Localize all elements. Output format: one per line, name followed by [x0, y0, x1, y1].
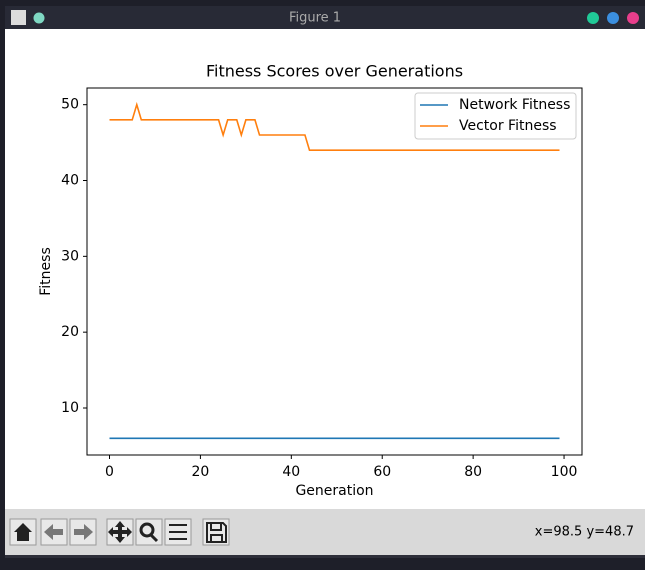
save-icon: [206, 522, 227, 543]
maximize-button[interactable]: [607, 12, 619, 24]
forward-icon: [74, 524, 93, 540]
title-bar: [5, 6, 645, 29]
legend-label: Network Fitness: [459, 97, 570, 113]
toolbar-buttons: [9, 518, 230, 546]
axes-frame: [86, 87, 583, 456]
plot: Fitness Scores over Generations Generatio…: [38, 62, 583, 499]
zoom-icon-handle: [149, 533, 159, 543]
configure-icon: [169, 524, 187, 540]
legend-box: [414, 92, 577, 140]
cursor-status: x=98.5 y=48.7: [535, 525, 634, 540]
x-tick-label: 0: [105, 464, 114, 480]
pin-button[interactable]: [33, 12, 45, 24]
x-tick-label: 80: [464, 464, 482, 480]
x-tick-label: 100: [551, 464, 578, 480]
y-tick-label: 40: [61, 173, 79, 189]
pan-icon: [108, 521, 132, 543]
x-tick-label: 20: [191, 464, 209, 480]
x-tick-label: 60: [373, 464, 391, 480]
home-icon: [14, 523, 32, 541]
chart-title: Fitness Scores over Generations: [206, 62, 463, 81]
back-icon: [44, 524, 63, 540]
x-tick-label: 40: [282, 464, 300, 480]
zoom-icon: [139, 522, 155, 538]
y-tick-label: 10: [61, 400, 79, 416]
y-tick-label: 50: [61, 97, 79, 113]
y-tick-label: 30: [61, 248, 79, 264]
y-tick-label: 20: [61, 324, 79, 340]
window-title: Figure 1: [289, 11, 341, 26]
series-line: [109, 101, 560, 151]
app-icon: [11, 10, 26, 25]
y-axis-label: Fitness: [38, 247, 54, 296]
minimize-button[interactable]: [587, 12, 599, 24]
x-axis-label: Generation: [295, 483, 373, 499]
legend-label: Vector Fitness: [459, 118, 557, 134]
close-button[interactable]: [627, 12, 639, 24]
